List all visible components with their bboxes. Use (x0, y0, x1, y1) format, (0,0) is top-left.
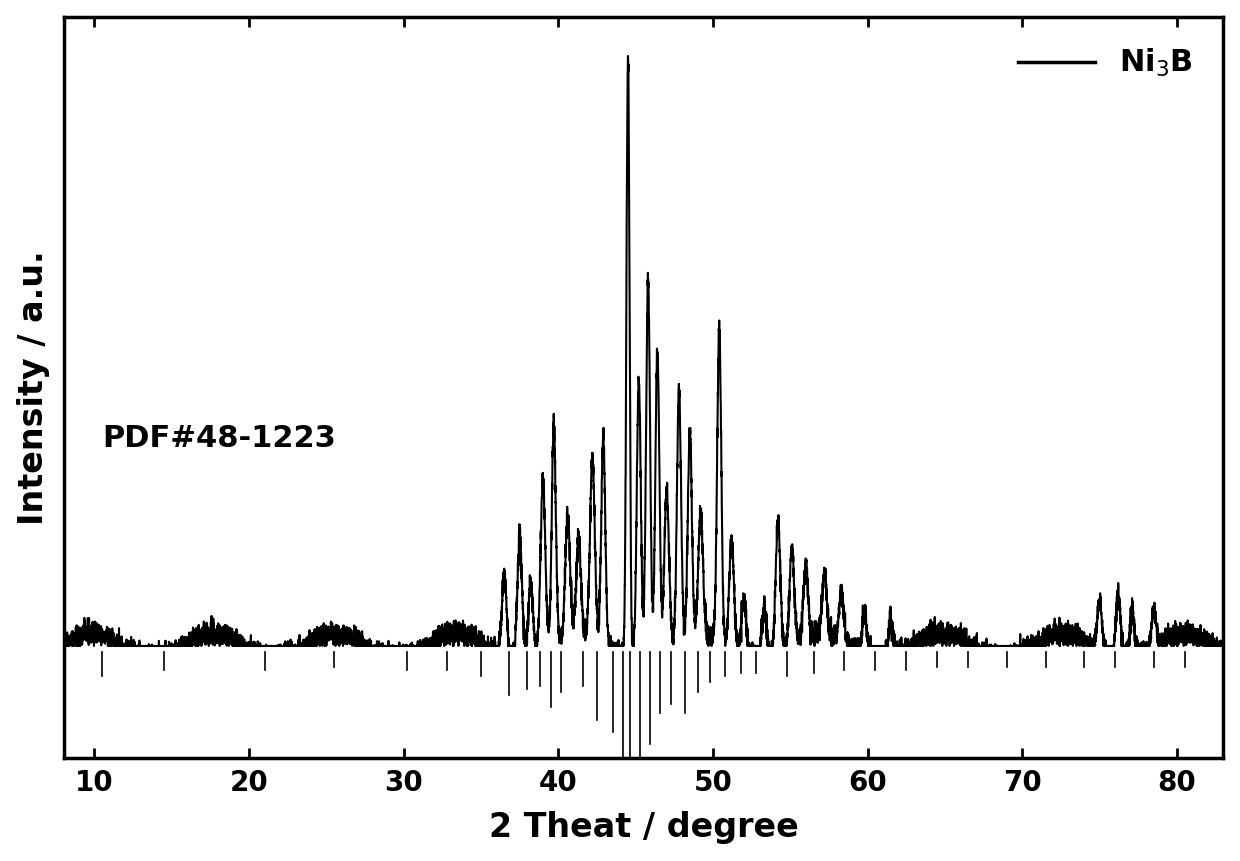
X-axis label: 2 Theat / degree: 2 Theat / degree (489, 811, 799, 845)
Y-axis label: Intensity / a.u.: Intensity / a.u. (16, 251, 50, 525)
Legend: Ni$_3$B: Ni$_3$B (1003, 32, 1208, 95)
Text: PDF#48-1223: PDF#48-1223 (102, 424, 336, 453)
